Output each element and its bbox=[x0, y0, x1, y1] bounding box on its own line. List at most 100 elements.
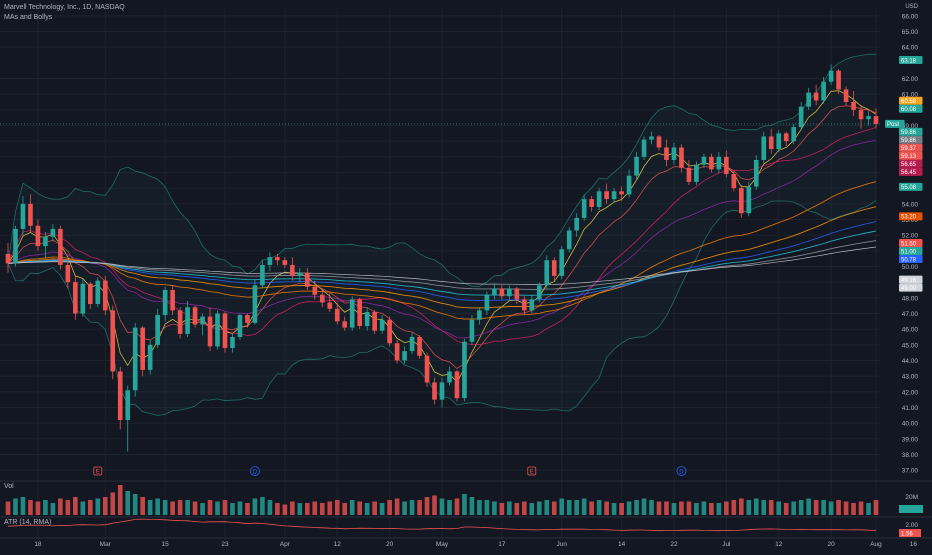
candle-body bbox=[364, 311, 370, 327]
volume-bar bbox=[529, 503, 535, 515]
candle-body bbox=[230, 337, 235, 348]
volume-bar bbox=[185, 500, 190, 515]
volume-bar bbox=[35, 501, 41, 515]
candle-body bbox=[619, 191, 624, 195]
candle-body bbox=[484, 294, 490, 311]
volume-bar bbox=[394, 498, 400, 515]
candle-body bbox=[709, 156, 714, 170]
atr-line bbox=[7, 518, 877, 532]
price-tick-label: 59.00 bbox=[902, 123, 919, 130]
volume-bar bbox=[574, 500, 580, 515]
volume-bar bbox=[858, 501, 864, 515]
price-tick-label: 47.00 bbox=[902, 311, 919, 318]
candle-body bbox=[20, 203, 26, 229]
volume-bar bbox=[791, 501, 797, 515]
volume-bar bbox=[694, 503, 699, 515]
candle-body bbox=[738, 188, 744, 214]
volume-bar bbox=[28, 500, 33, 515]
price-axis-label-bg bbox=[899, 182, 923, 191]
date-tick-label: 23 bbox=[221, 541, 229, 548]
volume-bar bbox=[507, 501, 512, 515]
candle-body bbox=[559, 249, 565, 276]
candle-body bbox=[13, 228, 18, 264]
price-axis-label-bg bbox=[899, 151, 923, 160]
price-axis-label-bg bbox=[899, 96, 923, 105]
volume-bar bbox=[319, 503, 325, 515]
volume-bar bbox=[432, 495, 437, 515]
event-marker-label: E bbox=[530, 470, 534, 476]
candle-body bbox=[521, 299, 527, 311]
candle-body bbox=[566, 230, 572, 250]
volume-bar bbox=[843, 501, 849, 515]
candle-body bbox=[327, 302, 333, 309]
volume-bar bbox=[626, 501, 632, 515]
candle-body bbox=[589, 199, 594, 207]
candle-body bbox=[686, 167, 692, 182]
volume-bar bbox=[349, 500, 355, 515]
price-tick-label: 43.00 bbox=[902, 374, 919, 381]
price-axis-label: 50.78 bbox=[901, 257, 917, 263]
price-axis-label: Post bbox=[887, 122, 899, 128]
candle-body bbox=[768, 136, 774, 149]
volume-bar bbox=[132, 494, 138, 515]
price-axis-label: 56.65 bbox=[901, 162, 917, 168]
earnings-marker bbox=[93, 466, 103, 476]
volume-bar bbox=[402, 501, 407, 515]
volume-bar bbox=[724, 501, 729, 515]
ma-10 bbox=[7, 105, 877, 370]
price-axis-label-bg bbox=[899, 135, 923, 144]
candle-body bbox=[170, 290, 175, 311]
volume-bar bbox=[753, 498, 759, 515]
candle-body bbox=[671, 147, 677, 160]
candle-body bbox=[761, 136, 767, 160]
candle-body bbox=[297, 272, 303, 276]
volume-bar bbox=[125, 491, 131, 515]
atr-pane-label[interactable]: ATR (14, RMA) bbox=[4, 519, 52, 526]
indicator-title[interactable]: MAs and Bollys bbox=[4, 14, 53, 21]
date-tick-label: May bbox=[436, 541, 449, 548]
ma-150 bbox=[7, 230, 877, 296]
candle-body bbox=[245, 315, 250, 323]
candle-body bbox=[87, 283, 93, 305]
price-tick-label: 44.00 bbox=[902, 358, 919, 365]
volume-bar bbox=[245, 503, 250, 515]
volume-bar bbox=[417, 500, 422, 515]
date-tick-label: 18 bbox=[34, 541, 42, 548]
volume-bar bbox=[551, 501, 557, 515]
candle-body bbox=[656, 136, 662, 148]
candle-body bbox=[679, 147, 684, 168]
candle-body bbox=[28, 203, 33, 226]
volume-bar bbox=[454, 498, 460, 515]
candle-body bbox=[282, 260, 288, 265]
candle-body bbox=[536, 285, 542, 300]
volume-bar bbox=[641, 498, 647, 515]
price-axis-label-bg bbox=[885, 119, 905, 128]
volume-bar bbox=[117, 485, 123, 515]
volume-bar bbox=[439, 498, 445, 515]
candle-body bbox=[866, 116, 871, 120]
volume-bar bbox=[536, 501, 542, 515]
volume-bar bbox=[462, 494, 467, 515]
date-tick-label: 16 bbox=[910, 541, 918, 548]
volume-pane-label[interactable]: Vol bbox=[4, 483, 14, 490]
price-axis-label-bg bbox=[899, 143, 923, 152]
candle-body bbox=[50, 228, 56, 237]
volume-bar bbox=[798, 500, 804, 515]
volume-bar bbox=[87, 500, 93, 515]
candle-body bbox=[492, 288, 497, 295]
candle-body bbox=[58, 228, 63, 265]
volume-bar bbox=[409, 500, 415, 515]
volume-bar bbox=[559, 498, 565, 515]
candle-body bbox=[387, 319, 392, 344]
price-tick-label: 50.00 bbox=[902, 264, 919, 271]
candle-body bbox=[319, 294, 325, 303]
symbol-title[interactable]: Marvell Technology, Inc., 1D, NASDAQ bbox=[4, 4, 125, 11]
candle-body bbox=[649, 136, 654, 140]
candle-body bbox=[432, 382, 437, 400]
dividend-marker bbox=[250, 466, 260, 476]
volume-bar bbox=[192, 501, 198, 515]
volume-bar bbox=[813, 500, 819, 515]
volume-bar bbox=[162, 500, 168, 515]
price-tick-label: 61.00 bbox=[902, 92, 919, 99]
